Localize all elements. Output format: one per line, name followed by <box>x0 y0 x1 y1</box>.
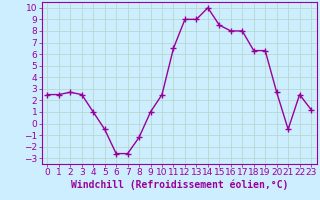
X-axis label: Windchill (Refroidissement éolien,°C): Windchill (Refroidissement éolien,°C) <box>70 180 288 190</box>
